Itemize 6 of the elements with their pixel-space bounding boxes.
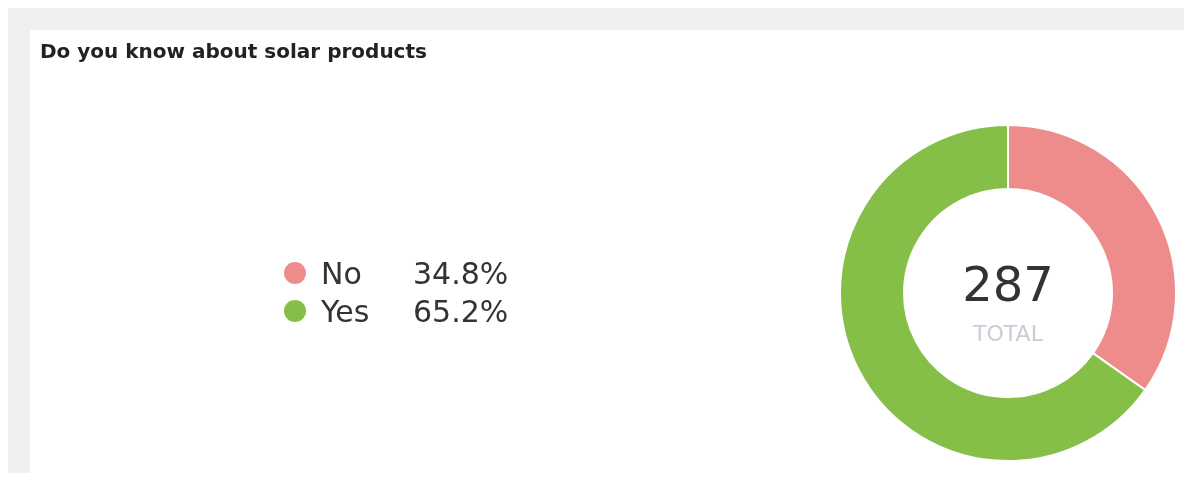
chart-title: Do you know about solar products xyxy=(40,39,427,63)
text: 287 xyxy=(962,256,1054,312)
data-label: 34.8% xyxy=(413,256,509,291)
legend-label: No xyxy=(321,256,362,291)
legend-label: Yes xyxy=(320,294,370,329)
data-label: 65.2% xyxy=(413,294,509,329)
